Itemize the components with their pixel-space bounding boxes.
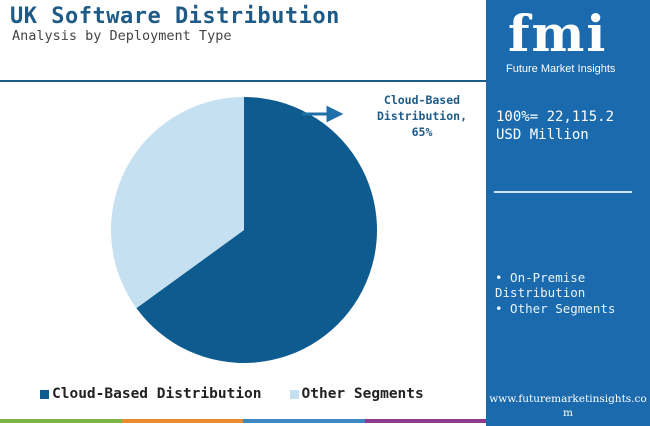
other-segments-list: • On-Premise Distribution • Other Segmen… xyxy=(495,270,650,317)
fmi-logo: fmi xyxy=(508,4,608,63)
market-total-value: 100%= 22,115.2 xyxy=(496,109,615,125)
chart-title: UK Software Distribution xyxy=(10,4,340,29)
legend-swatch-cloud xyxy=(40,389,49,399)
legend-label-other: Other Segments xyxy=(301,386,424,402)
legend-swatch-other xyxy=(289,389,299,399)
side-panel: fmi Future Market Insights 100%= 22,115.… xyxy=(486,0,650,426)
callout-line-1: Cloud-Based xyxy=(383,93,461,107)
pie-slice-cloud-based xyxy=(136,97,377,364)
pie-slice-other-segments xyxy=(111,97,244,309)
bottom-bar-blue xyxy=(243,419,365,423)
legend-label-cloud: Cloud-Based Distribution xyxy=(52,386,262,402)
bottom-bar-purple xyxy=(364,419,486,423)
legend-item-other: Other Segments xyxy=(289,386,424,402)
segment-bullet-2: • Other Segments xyxy=(495,301,616,316)
bottom-bar-green xyxy=(0,419,122,423)
pie-callout-label: Cloud-Based Distribution, 65% xyxy=(366,92,478,140)
pie-chart xyxy=(111,97,377,364)
callout-arrow-icon xyxy=(302,105,344,123)
market-total: 100%= 22,115.2 USD Million xyxy=(496,108,614,144)
market-total-unit: USD Million xyxy=(496,127,589,143)
panel-divider xyxy=(494,191,632,193)
bottom-color-bar xyxy=(0,419,486,423)
segment-bullet-1: • On-Premise Distribution xyxy=(495,270,586,300)
title-divider xyxy=(0,80,486,82)
bottom-bar-orange xyxy=(121,419,243,423)
chart-legend: Cloud-Based Distribution Other Segments xyxy=(40,386,452,402)
chart-subtitle: Analysis by Deployment Type xyxy=(12,28,232,44)
callout-line-3: 65% xyxy=(411,125,433,139)
legend-item-cloud: Cloud-Based Distribution xyxy=(40,386,262,402)
callout-line-2: Distribution, xyxy=(376,109,467,123)
logo-subtitle: Future Market Insights xyxy=(506,63,616,75)
website-url: www.futuremarketinsights.com xyxy=(489,393,647,419)
logo-area: fmi Future Market Insights xyxy=(486,0,650,84)
